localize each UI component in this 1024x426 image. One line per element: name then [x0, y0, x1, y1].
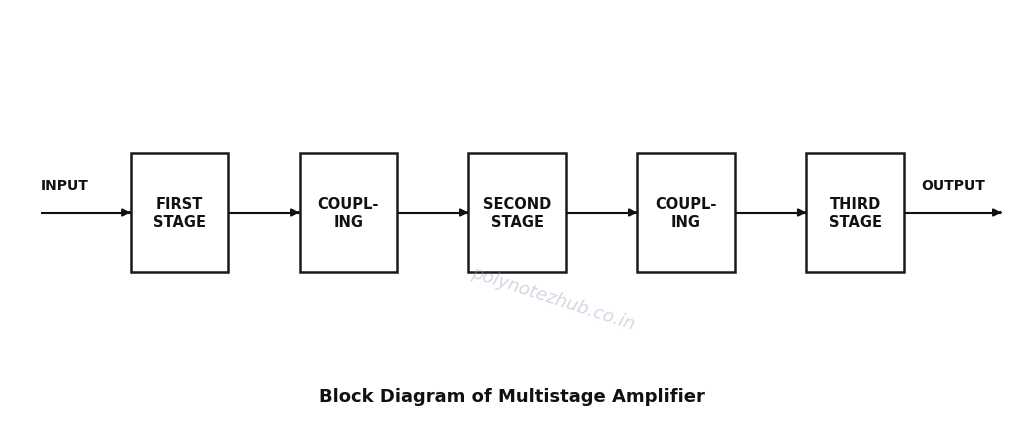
Text: SECOND
STAGE: SECOND STAGE	[483, 197, 551, 229]
Text: COUPL-
ING: COUPL- ING	[655, 197, 717, 229]
Bar	[300, 153, 397, 273]
Bar	[131, 153, 227, 273]
Text: INPUT: INPUT	[41, 178, 89, 192]
Text: THIRD
STAGE: THIRD STAGE	[828, 197, 882, 229]
Bar	[637, 153, 735, 273]
Bar	[469, 153, 565, 273]
Text: OUTPUT: OUTPUT	[922, 178, 985, 192]
Text: FIRST
STAGE: FIRST STAGE	[153, 197, 206, 229]
Text: COUPL-
ING: COUPL- ING	[317, 197, 379, 229]
Bar	[807, 153, 903, 273]
Text: Block Diagram of Multistage Amplifier: Block Diagram of Multistage Amplifier	[319, 387, 705, 405]
Text: polynotezhub.co.in: polynotezhub.co.in	[469, 263, 637, 333]
